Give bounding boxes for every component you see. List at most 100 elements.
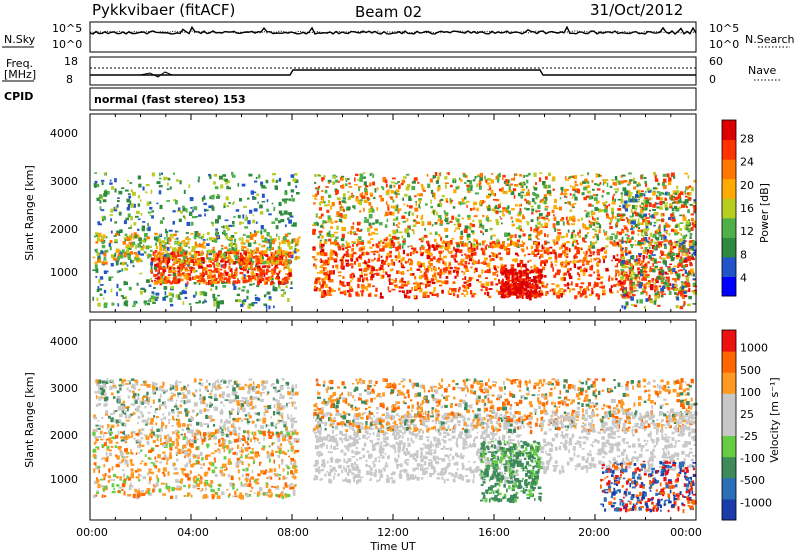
radar-cell: [690, 213, 694, 216]
radar-cell: [434, 267, 437, 272]
radar-cell: [494, 266, 496, 271]
radar-cell: [563, 261, 566, 264]
radar-cell: [631, 204, 635, 209]
radar-cell: [656, 196, 660, 200]
radar-cell: [464, 196, 467, 200]
radar-cell: [273, 266, 277, 271]
radar-cell: [232, 224, 235, 227]
radar-cell: [332, 181, 335, 186]
radar-cell: [173, 172, 175, 175]
radar-cell: [456, 267, 460, 270]
radar-cell: [261, 277, 265, 282]
radar-cell: [461, 270, 464, 273]
radar-cell: [460, 258, 465, 263]
radar-cell: [296, 240, 300, 243]
radar-cell: [182, 254, 187, 258]
radar-cell: [240, 303, 244, 307]
radar-cell: [275, 272, 280, 275]
radar-cell: [285, 265, 290, 270]
radar-cell: [691, 222, 695, 226]
radar-cell: [663, 184, 667, 190]
radar-cell: [221, 274, 226, 277]
radar-cell: [427, 251, 430, 255]
radar-cell: [97, 286, 100, 290]
radar-cell: [556, 220, 560, 226]
radar-cell: [439, 220, 443, 224]
radar-cell: [569, 185, 572, 188]
radar-cell: [287, 275, 290, 280]
radar-cell: [453, 246, 455, 251]
radar-cell: [639, 192, 644, 197]
radar-cell: [240, 254, 244, 259]
radar-cell: [687, 228, 691, 233]
radar-cell: [536, 270, 541, 273]
radar-cell: [188, 303, 192, 306]
radar-cell: [256, 285, 260, 288]
radar-cell: [522, 216, 526, 220]
radar-cell: [680, 249, 684, 253]
radar-cell: [639, 209, 644, 214]
radar-cell: [591, 216, 594, 220]
radar-cell: [154, 258, 157, 262]
radar-cell: [605, 245, 609, 248]
radar-cell: [244, 259, 246, 262]
radar-cell: [193, 258, 197, 260]
radar-cell: [426, 240, 430, 244]
power-colorbar-frame: [721, 119, 737, 297]
radar-cell: [526, 192, 530, 196]
radar-cell: [175, 241, 177, 245]
radar-cell: [623, 280, 626, 285]
radar-cell: [464, 225, 469, 230]
radar-cell: [541, 283, 544, 288]
radar-cell: [493, 193, 495, 196]
radar-cell: [626, 236, 630, 239]
radar-cell: [677, 253, 680, 258]
radar-cell: [614, 274, 617, 278]
radar-cell: [122, 379, 127, 382]
radar-cell: [439, 268, 442, 273]
radar-cell: [420, 282, 423, 285]
radar-cell: [604, 208, 608, 213]
radar-cell: [295, 255, 298, 260]
radar-cell: [482, 251, 485, 255]
radar-cell: [663, 282, 667, 285]
radar-cell: [685, 248, 688, 253]
radar-cell: [479, 177, 483, 181]
radar-cell: [98, 232, 102, 237]
radar-cell: [414, 195, 417, 198]
radar-cell: [149, 249, 153, 252]
radar-cell: [117, 197, 120, 199]
radar-cell: [524, 198, 527, 201]
radar-cell: [692, 243, 695, 247]
radar-cell: [252, 196, 257, 200]
radar-cell: [161, 244, 166, 247]
radar-cell: [252, 219, 256, 224]
radar-cell: [291, 198, 295, 202]
radar-cell: [146, 302, 151, 306]
radar-cell: [467, 216, 471, 220]
radar-cell: [685, 220, 690, 225]
radar-cell: [422, 251, 424, 255]
radar-cell: [203, 208, 207, 212]
radar-cell: [506, 291, 510, 296]
radar-cell: [248, 303, 252, 307]
radar-cell: [154, 254, 157, 259]
radar-cell: [569, 193, 572, 196]
radar-cell: [180, 210, 183, 214]
radar-cell: [544, 226, 548, 228]
radar-cell: [101, 235, 104, 240]
radar-cell: [342, 255, 345, 259]
radar-cell: [193, 254, 197, 259]
radar-cell: [574, 196, 578, 201]
radar-cell: [669, 196, 671, 200]
radar-cell: [619, 288, 623, 291]
radar-cell: [635, 198, 638, 203]
radar-cell: [628, 270, 632, 272]
radar-cell: [186, 221, 191, 226]
radar-cell: [591, 242, 594, 245]
freq-trace-wiggle: [139, 71, 173, 78]
radar-cell: [575, 283, 579, 287]
radar-cell: [552, 176, 556, 180]
radar-cell: [167, 274, 172, 276]
radar-cell: [109, 182, 113, 185]
